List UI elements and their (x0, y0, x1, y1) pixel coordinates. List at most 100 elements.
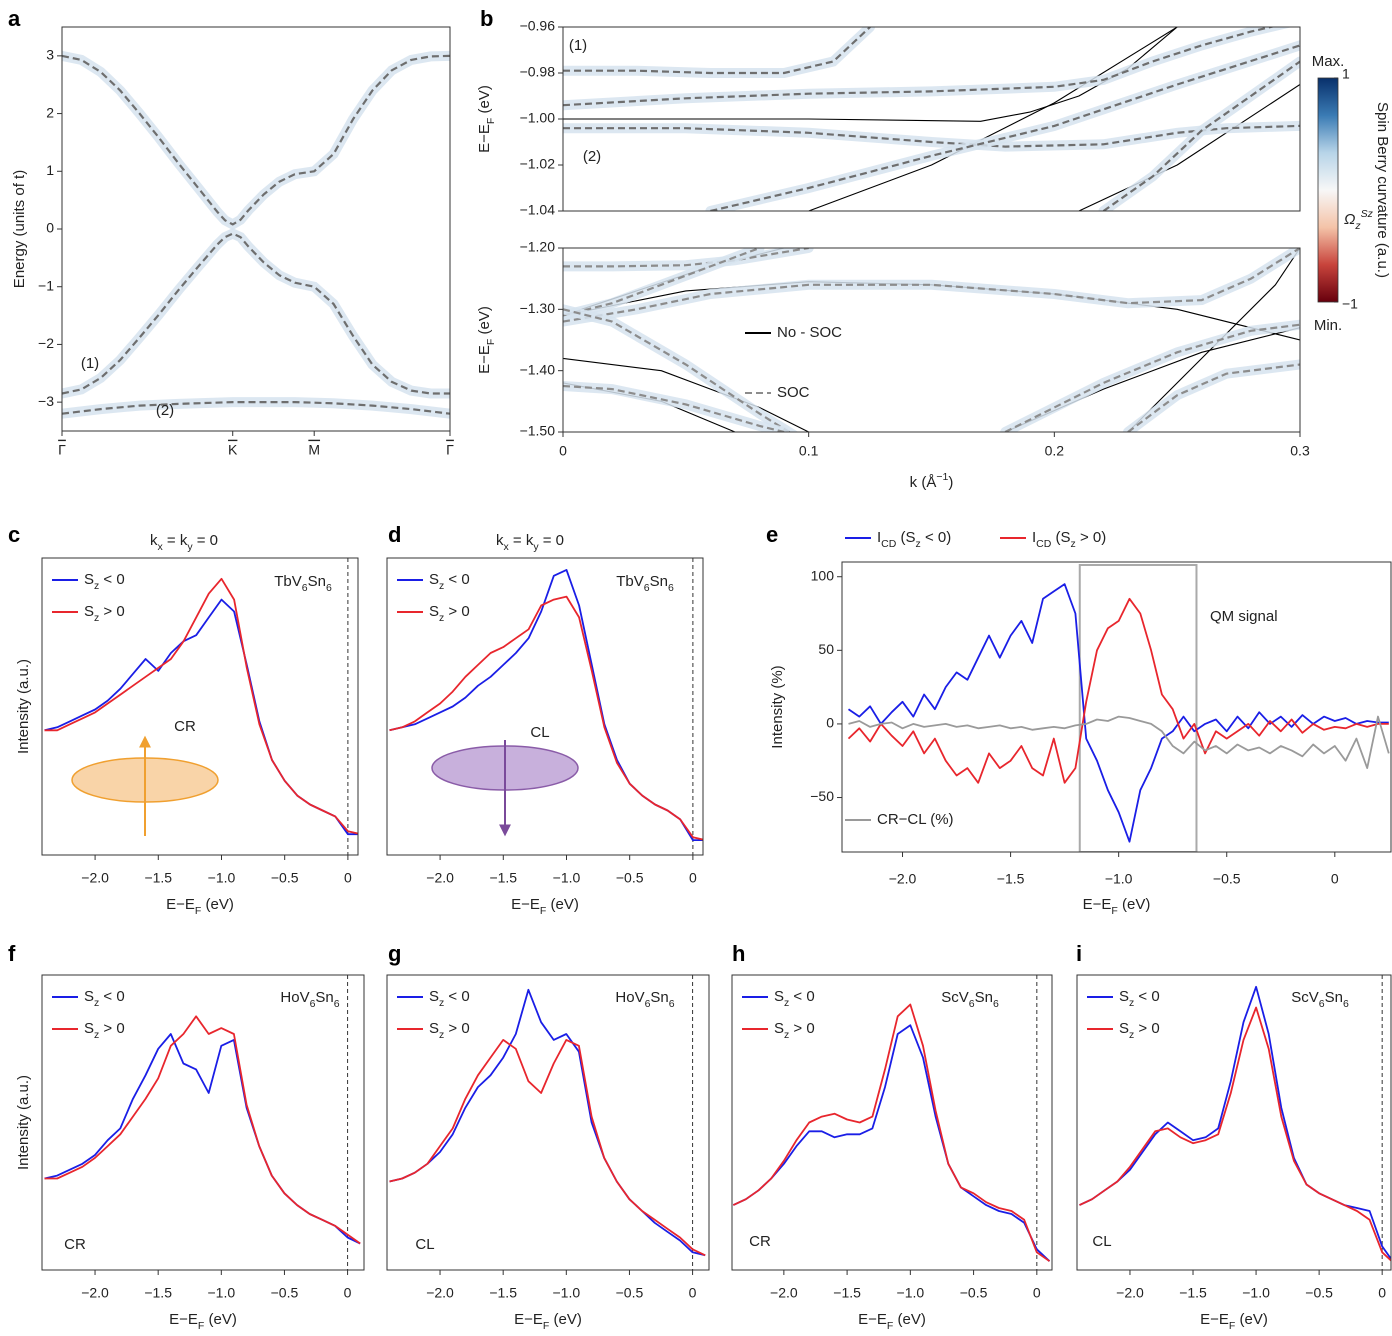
legend-label: Sz < 0 (1119, 988, 1160, 1009)
y-tick-label: −2 (38, 335, 54, 351)
panel-letter: e (766, 522, 778, 547)
panel-letter: i (1076, 941, 1082, 966)
x-tick-label: −1.0 (553, 870, 581, 886)
panel-letter: h (732, 941, 745, 966)
x-axis-label: E−EF (eV) (1200, 1311, 1268, 1332)
series-line (44, 577, 358, 835)
x-axis-label: E−EF (eV) (511, 896, 579, 917)
x-tick-label: −2.0 (426, 1285, 454, 1301)
band-halo (563, 248, 814, 272)
band-line (563, 281, 1300, 341)
y-tick-label: −3 (38, 393, 54, 409)
x-tick-label: 0 (1033, 1285, 1041, 1301)
band-line (62, 232, 450, 395)
x-axis-label: E−EF (eV) (169, 1311, 237, 1332)
band-line (563, 248, 760, 317)
x-tick-label: −1.5 (144, 870, 172, 886)
panel-letter: g (388, 941, 401, 966)
x-tick-label: −0.5 (1305, 1285, 1333, 1301)
sample-name: TbV6Sn6 (274, 573, 332, 594)
cl-icon (431, 740, 579, 837)
panel-title: kx = ky = 0 (150, 532, 218, 553)
legend-label: Sz > 0 (1119, 1020, 1160, 1041)
series-line (44, 598, 358, 836)
x-axis-label: E−EF (eV) (1083, 896, 1151, 917)
x-axis-label: k (Å−1) (910, 471, 954, 491)
series-line (44, 1033, 361, 1245)
band-line (563, 384, 785, 432)
band-label: (2) (583, 148, 601, 165)
legend-label: Sz < 0 (429, 988, 470, 1009)
legend-label: ICD (Sz < 0) (877, 529, 951, 550)
series-line (389, 1039, 706, 1257)
band-line (710, 44, 1300, 211)
x-axis-label: E−EF (eV) (166, 896, 234, 917)
plot (389, 975, 706, 1270)
colorbar (1317, 77, 1339, 303)
legend-label: CR−CL (%) (877, 811, 954, 828)
x-tick-label: −1.0 (1105, 871, 1133, 887)
band-line (563, 308, 792, 432)
panel-letter: b (480, 6, 493, 31)
y-axis-label: Intensity (a.u.) (15, 659, 32, 754)
y-tick-label: −1.04 (520, 202, 556, 218)
qm-box (1078, 564, 1198, 852)
band-halo (62, 50, 450, 231)
box-label: QM signal (1210, 608, 1278, 625)
band-label: (1) (81, 355, 99, 372)
band-line (1127, 363, 1300, 432)
y-tick-label: 2 (46, 104, 54, 120)
x-tick-label: −2.0 (889, 871, 917, 887)
y-axis-label: Intensity (%) (769, 665, 786, 748)
sample-name: HoV6Sn6 (280, 989, 339, 1010)
x-tick-label: M (308, 442, 320, 458)
band-halo (62, 228, 450, 399)
plot-frame (41, 974, 365, 1271)
polarization: CL (415, 1236, 434, 1253)
band-label: (1) (569, 37, 587, 54)
polarization: CR (174, 718, 196, 735)
y-tick-label: −1.00 (520, 110, 556, 126)
plot (563, 27, 1300, 211)
x-tick-label: K (228, 442, 238, 458)
band-halo (563, 27, 876, 78)
legend-label: SOC (777, 384, 810, 401)
y-tick-label: 1 (46, 162, 54, 178)
plot (732, 975, 1051, 1270)
colorbar-tick-label: 1 (1342, 66, 1350, 82)
legend-label: Sz > 0 (84, 1020, 125, 1041)
panel-letter: f (8, 941, 16, 966)
legend-label: Sz > 0 (429, 603, 470, 624)
x-tick-label: 0.3 (1290, 443, 1310, 459)
x-tick-label: −0.5 (271, 1285, 299, 1301)
y-tick-label: 0 (46, 220, 54, 236)
band-line (1078, 84, 1300, 211)
y-tick-label: −1.20 (520, 239, 556, 255)
legend-label: Sz < 0 (84, 571, 125, 592)
x-tick-label: −2.0 (1116, 1285, 1144, 1301)
band-line (563, 27, 1276, 107)
y-axis-label: Intensity (a.u.) (15, 1075, 32, 1170)
x-tick-label: −1.5 (997, 871, 1025, 887)
panel-title: kx = ky = 0 (496, 532, 564, 553)
sample-name: ScV6Sn6 (1291, 989, 1349, 1010)
colorbar-max: Max. (1312, 53, 1345, 70)
band-line (1102, 60, 1300, 211)
x-tick-label: −2.0 (81, 870, 109, 886)
x-tick-label: −1.0 (208, 870, 236, 886)
plot-frame (386, 557, 704, 856)
band-line (62, 401, 450, 415)
x-tick-label: −2.0 (81, 1285, 109, 1301)
legend-label: Sz < 0 (774, 988, 815, 1009)
colorbar-symbol: ΩzSz (1344, 208, 1374, 232)
series-line (1079, 1006, 1391, 1262)
legend-label: No - SOC (777, 324, 842, 341)
series-line (848, 715, 1390, 769)
polarization: CL (1092, 1233, 1111, 1250)
plot-frame (41, 557, 359, 856)
y-axis-label: E−EF (eV) (476, 306, 497, 374)
x-tick-label: −0.5 (616, 1285, 644, 1301)
plot (62, 50, 450, 419)
plot (563, 248, 1300, 432)
